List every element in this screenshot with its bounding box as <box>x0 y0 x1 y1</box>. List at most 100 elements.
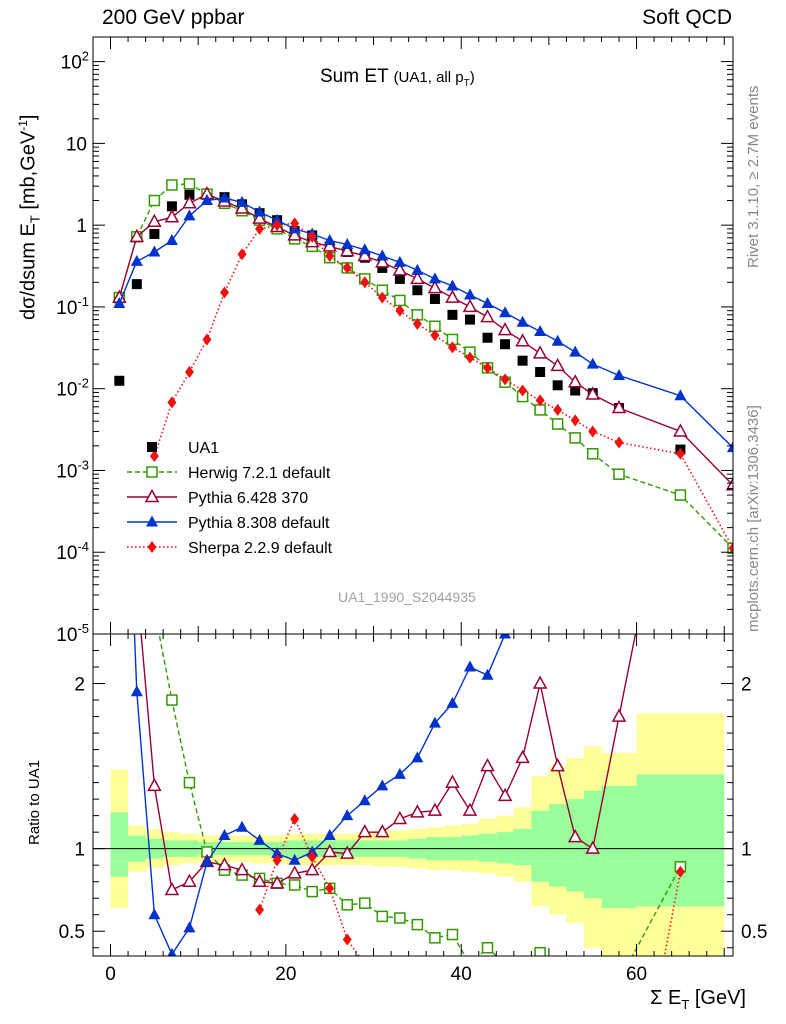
legend-marker-sherpa-2-2-9-default <box>147 541 157 553</box>
main-point-pythia-8-308-default-17 <box>411 263 424 275</box>
ratio-point-herwig-7-2-1-default-9 <box>306 885 318 898</box>
plot-title-main: Sum ET <box>320 66 389 87</box>
ratio-point-pythia-8-308-default-12 <box>323 828 336 840</box>
main-point-ua1-1 <box>131 279 142 290</box>
main-point-ua1-22 <box>500 339 511 350</box>
main-point-pythia-8-308-default-27 <box>586 357 599 369</box>
main-point-herwig-7-2-1-default-26 <box>569 432 581 444</box>
ratio-point-pythia-6-428-370-14 <box>375 824 390 838</box>
band-inner-23 <box>513 828 532 866</box>
band-inner-24 <box>531 810 549 882</box>
x-tick-label: 20 <box>275 964 296 985</box>
main-point-pythia-6-428-370-20 <box>462 298 478 313</box>
band-inner-26 <box>566 799 584 892</box>
main-point-pythia-6-428-370-13 <box>339 243 355 257</box>
ratio-point-pythia-8-308-default-16 <box>393 767 406 779</box>
main-point-sherpa-2-2-9-default-9 <box>307 230 317 243</box>
main-y-axis-label: dσ/dsum ET [mb,GeV-1] <box>16 114 43 321</box>
main-ytick-label: 102 <box>61 49 89 74</box>
main-ytick-label: 1 <box>76 216 87 237</box>
legend-label-pythia-6-428-370: Pythia 6.428 370 <box>188 490 308 507</box>
main-point-pythia-8-308-default-4 <box>183 209 196 221</box>
main-point-pythia-6-428-370-21 <box>480 309 495 323</box>
main-point-pythia-8-308-default-29 <box>674 389 687 401</box>
main-point-sherpa-2-2-9-default-5 <box>237 248 247 261</box>
main-point-pythia-8-308-default-3 <box>165 233 178 245</box>
ratio-point-pythia-6-428-370-26 <box>585 840 600 854</box>
ratio-point-pythia-6-428-370-23 <box>532 675 548 689</box>
ratio-point-pythia-8-308-default-8 <box>253 833 266 845</box>
ratio-point-pythia-8-308-default-6 <box>218 828 231 840</box>
main-point-pythia-6-428-370-19 <box>445 289 460 303</box>
main-point-ua1-2 <box>149 228 160 239</box>
ratio-point-pythia-8-308-default-1 <box>130 685 143 697</box>
main-point-sherpa-2-2-9-default-10 <box>325 249 335 262</box>
main-point-herwig-7-2-1-default-16 <box>394 294 406 307</box>
main-point-ua1-23 <box>517 355 528 366</box>
legend-entry-ua1: UA1 <box>147 440 219 457</box>
ratio-ytick-label-right: 2 <box>741 675 752 696</box>
legend-label-herwig-7-2-1-default: Herwig 7.2.1 default <box>188 465 331 482</box>
ratio-point-pythia-6-428-370-17 <box>427 802 443 816</box>
ratio-point-sherpa-2-2-9-default-19 <box>588 975 597 987</box>
ratio-point-pythia-6-428-370-16 <box>410 804 425 818</box>
main-point-sherpa-2-2-9-default-19 <box>483 361 493 374</box>
ratio-point-pythia-8-308-default-2 <box>148 908 161 920</box>
ratio-point-pythia-6-428-370-9 <box>287 865 302 879</box>
main-point-herwig-7-2-1-default-2 <box>148 194 161 207</box>
main-point-pythia-8-308-default-28 <box>613 368 626 380</box>
ratio-point-pythia-8-308-default-5 <box>200 855 213 867</box>
main-point-pythia-6-428-370-27 <box>585 386 600 400</box>
ratio-ytick-label-left: 1 <box>74 840 85 861</box>
ratio-point-herwig-7-2-1-default-2 <box>183 776 196 789</box>
ratio-point-pythia-6-428-370-22 <box>515 749 530 764</box>
legend-entry-pythia-6-428-370: Pythia 6.428 370 <box>127 488 308 507</box>
band-inner-21 <box>478 833 497 862</box>
main-point-pythia-6-428-370-14 <box>357 247 373 262</box>
main-point-pythia-6-428-370-3 <box>164 209 180 223</box>
x-tick-label: 40 <box>451 964 472 985</box>
main-point-pythia-6-428-370-18 <box>427 280 443 294</box>
main-point-pythia-6-428-370-7 <box>234 200 250 214</box>
ratio-point-herwig-7-2-1-default-23 <box>553 959 563 969</box>
ratio-point-herwig-7-2-1-default-12 <box>359 897 371 909</box>
main-point-pythia-8-308-default-7 <box>236 195 249 207</box>
ratio-point-sherpa-2-2-9-default-15 <box>518 975 527 987</box>
ratio-point-pythia-8-308-default-4 <box>183 921 196 933</box>
ratio-point-pythia-8-308-default-20 <box>463 660 476 672</box>
ratio-point-pythia-6-428-370-8 <box>269 875 285 889</box>
main-point-ua1-4 <box>184 189 195 200</box>
ratio-point-pythia-8-308-default-14 <box>358 794 371 806</box>
band-inner-22 <box>496 832 514 864</box>
ratio-point-pythia-6-428-370-18 <box>445 774 460 788</box>
main-point-sherpa-2-2-9-default-16 <box>430 329 440 342</box>
main-point-pythia-6-428-370-29 <box>673 423 688 437</box>
ratio-ytick-label-left: 0.5 <box>59 922 85 943</box>
ratio-point-herwig-7-2-1-default-11 <box>341 899 353 911</box>
legend-entry-herwig-7-2-1-default: Herwig 7.2.1 default <box>127 465 331 482</box>
ratio-point-pythia-6-428-370-21 <box>497 787 513 802</box>
main-point-pythia-6-428-370-25 <box>550 357 565 372</box>
ratio-point-pythia-6-428-370-2 <box>164 881 180 896</box>
main-point-herwig-7-2-1-default-25 <box>551 418 564 430</box>
main-point-sherpa-2-2-9-default-20 <box>500 373 510 386</box>
ratio-point-pythia-6-428-370-3 <box>182 873 197 887</box>
main-point-pythia-6-428-370-10 <box>287 227 302 241</box>
ratio-point-herwig-7-2-1-default-13 <box>376 910 389 923</box>
legend-marker-ua1 <box>147 442 157 452</box>
main-point-pythia-8-308-default-12 <box>323 233 336 245</box>
ratio-point-pythia-6-428-370-28 <box>639 578 651 589</box>
source-label: mcplots.cern.ch [arXiv:1306.3436] <box>745 405 762 632</box>
main-point-pythia-8-308-default-24 <box>534 325 547 337</box>
main-point-sherpa-2-2-9-default-7 <box>272 219 282 232</box>
main-point-pythia-8-308-default-25 <box>551 334 564 346</box>
ratio-point-pythia-6-428-370-7 <box>252 873 267 887</box>
x-tick-label: 0 <box>105 964 116 985</box>
main-ytick-label: 10-5 <box>56 621 89 646</box>
ratio-point-pythia-8-308-default-7 <box>236 820 249 832</box>
ratio-point-sherpa-2-2-9-default-8 <box>395 975 404 987</box>
main-point-sherpa-2-2-9-default-12 <box>360 276 370 289</box>
ratio-series-pythia-8-308-default <box>130 634 512 956</box>
legend: UA1 Herwig 7.2.1 default Pythia 6.428 370 P… <box>127 440 333 557</box>
main-point-herwig-7-2-1-default-27 <box>586 448 599 460</box>
